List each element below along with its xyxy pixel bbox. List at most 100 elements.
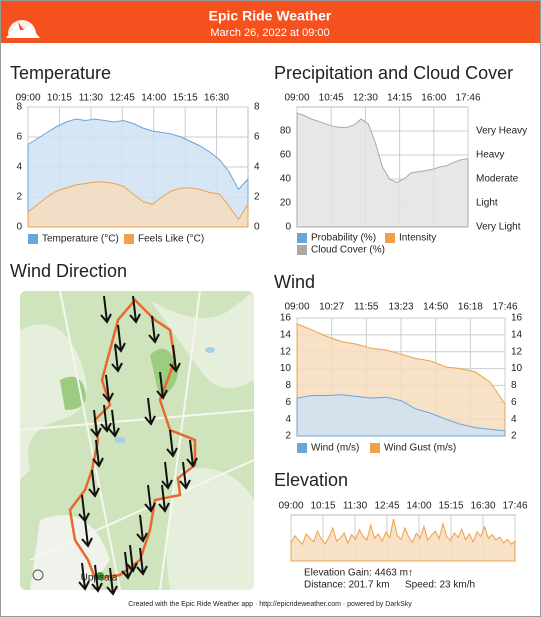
wind-arrow — [144, 484, 156, 513]
legend-label: Intensity — [399, 233, 436, 244]
wind-arrow — [100, 295, 112, 324]
x-tick-label: 16:18 — [458, 302, 483, 313]
series-area — [296, 394, 506, 437]
map-title: Wind Direction — [10, 261, 127, 281]
legend-swatch — [28, 234, 38, 244]
y-tick-label: 16 — [511, 313, 523, 324]
chart-title: Wind — [274, 272, 315, 292]
wind-arrow — [161, 461, 173, 490]
x-tick-label: 11:30 — [79, 93, 104, 104]
elevation-stat: Distance: 201.7 km — [304, 580, 390, 591]
legend-swatch — [297, 245, 307, 255]
wind-arrow — [91, 564, 103, 593]
y2-label: Very Heavy — [476, 126, 527, 137]
logo — [6, 20, 40, 38]
wind-arrow — [102, 374, 114, 403]
x-tick-label: 12:45 — [110, 93, 135, 104]
wind-arrow — [88, 469, 100, 498]
y-tick-label: 4 — [285, 414, 291, 425]
x-tick-label: 09:00 — [15, 93, 40, 104]
y-tick-label: 12 — [280, 346, 292, 357]
wind-arrow — [169, 344, 181, 373]
wind-arrow — [106, 567, 118, 596]
y-tick-label: 4 — [254, 162, 260, 173]
y-tick-label: 8 — [285, 380, 291, 391]
y-tick-label: 2 — [511, 431, 517, 442]
y-tick-label: 2 — [254, 192, 260, 203]
wind-arrow — [78, 562, 90, 591]
legend-label: Wind (m/s) — [311, 443, 359, 454]
y-tick-label: 16 — [280, 313, 292, 324]
wind-arrow — [166, 429, 178, 458]
y-tick-label: 4 — [16, 162, 22, 173]
series-area — [290, 518, 516, 562]
x-tick-label: 16:30 — [470, 501, 495, 512]
y-tick-label: 8 — [254, 102, 260, 113]
x-tick-label: 15:15 — [173, 93, 198, 104]
y-tick-label: 80 — [280, 126, 292, 137]
x-tick-label: 10:27 — [319, 302, 344, 313]
chart-title: Precipitation and Cloud Cover — [274, 63, 513, 83]
y2-label: Moderate — [476, 174, 519, 185]
wind-arrow — [136, 514, 148, 543]
wind-arrow — [100, 404, 112, 433]
x-tick-label: 14:15 — [387, 93, 412, 104]
y2-label: Light — [476, 198, 498, 209]
y-tick-label: 8 — [16, 102, 22, 113]
series-area — [296, 112, 469, 228]
y-tick-label: 10 — [280, 363, 292, 374]
x-tick-label: 15:15 — [438, 501, 463, 512]
y-tick-label: 2 — [16, 192, 22, 203]
x-tick-label: 10:15 — [47, 93, 72, 104]
y2-label: Very Light — [476, 222, 521, 233]
x-tick-label: 09:00 — [278, 501, 303, 512]
legend-label: Feels Like (°C) — [138, 234, 204, 245]
y-tick-label: 4 — [511, 414, 517, 425]
y-tick-label: 6 — [511, 397, 517, 408]
y-tick-label: 20 — [280, 198, 292, 209]
y-tick-label: 6 — [285, 397, 291, 408]
x-tick-label: 11:30 — [343, 501, 368, 512]
y-tick-label: 40 — [280, 174, 292, 185]
header-bar — [1, 1, 540, 43]
y-tick-label: 14 — [280, 329, 292, 340]
y-tick-label: 6 — [16, 132, 22, 143]
x-tick-label: 10:45 — [319, 93, 344, 104]
x-tick-label: 12:30 — [353, 93, 378, 104]
y-tick-label: 10 — [511, 363, 523, 374]
wind-arrow — [144, 397, 156, 426]
wind-arrow — [111, 344, 123, 373]
y2-label: Heavy — [476, 150, 504, 161]
wind-arrow — [156, 371, 168, 400]
y-tick-label: 6 — [254, 132, 260, 143]
legend-label: Probability (%) — [311, 233, 376, 244]
x-tick-label: 17:46 — [492, 302, 517, 313]
wind-arrow — [179, 461, 191, 490]
wind-arrow — [126, 544, 138, 573]
x-tick-label: 16:30 — [204, 93, 229, 104]
x-tick-label: 17:46 — [455, 93, 480, 104]
wind-arrow — [158, 484, 170, 513]
legend-swatch — [124, 234, 134, 244]
x-tick-label: 17:46 — [502, 501, 527, 512]
wind-arrow — [92, 439, 104, 468]
x-tick-label: 12:45 — [374, 501, 399, 512]
chart-title: Temperature — [10, 63, 111, 83]
legend-label: Temperature (°C) — [42, 234, 119, 245]
wind-map: Uppsala — [20, 291, 254, 596]
wind-arrow — [90, 409, 102, 438]
x-tick-label: 16:00 — [421, 93, 446, 104]
app-subtitle: March 26, 2022 at 09:00 — [210, 27, 329, 39]
y-tick-label: 0 — [254, 222, 260, 233]
legend-swatch — [385, 233, 395, 243]
wind-arrow — [121, 551, 133, 580]
legend-swatch — [297, 443, 307, 453]
x-tick-label: 13:23 — [388, 302, 413, 313]
legend-label: Cloud Cover (%) — [311, 245, 385, 256]
wind-arrow — [186, 439, 198, 468]
legend-swatch — [370, 443, 380, 453]
y-tick-label: 60 — [280, 150, 292, 161]
series-area — [27, 181, 249, 228]
x-tick-label: 14:50 — [423, 302, 448, 313]
